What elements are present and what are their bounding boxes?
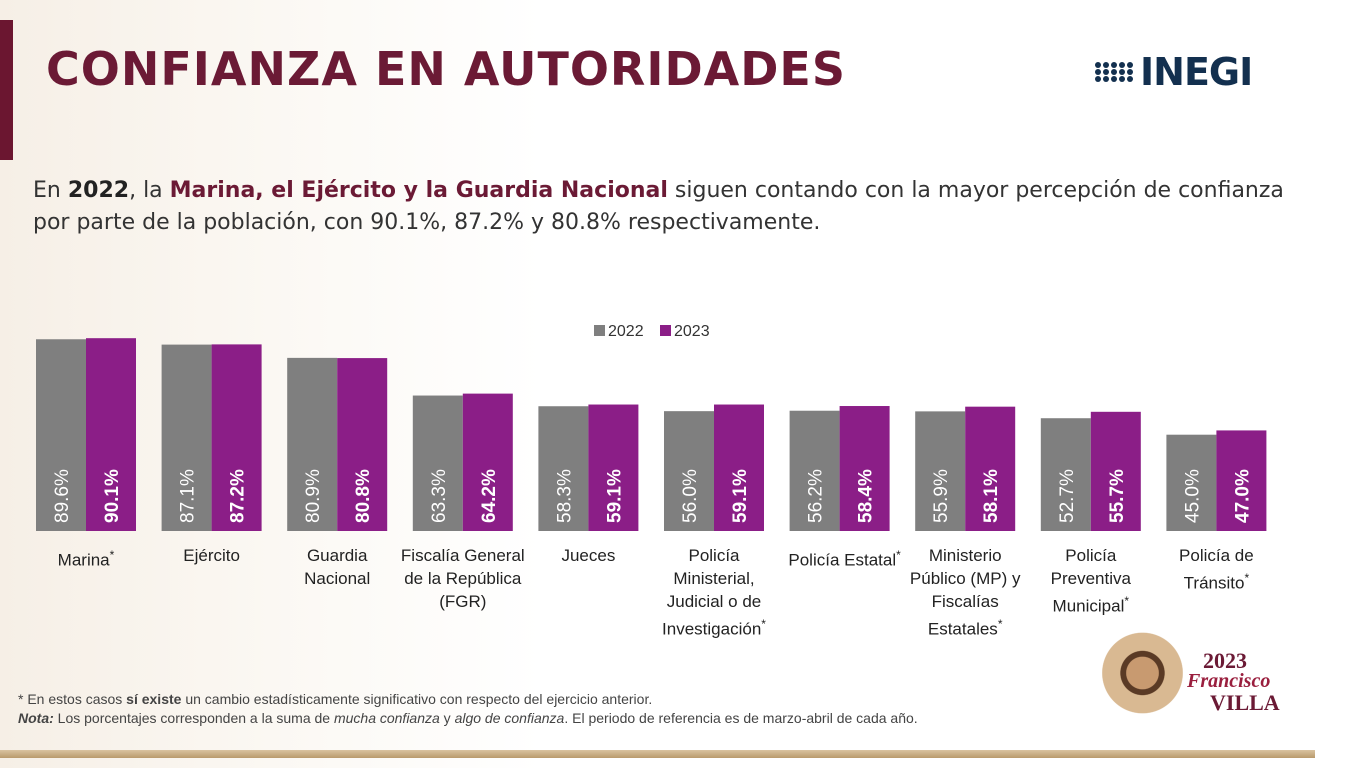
footnote-note: Nota: Los porcentajes corresponden a la … <box>18 709 1058 728</box>
bar-2022-3 <box>412 395 463 531</box>
category-label: Policía Preventiva Municipal* <box>1050 546 1131 616</box>
note-text: . El periodo de referencia es de marzo-a… <box>564 710 918 726</box>
data-label-2023-9: 47.0% <box>1232 469 1253 523</box>
category-label: Fiscalía General de la República (FGR) <box>400 546 525 611</box>
data-label-2022-1: 87.1% <box>178 469 199 523</box>
bar-2023-6 <box>839 406 890 531</box>
category-label: Policía Estatal* <box>788 548 901 570</box>
data-label-2023-1: 87.2% <box>228 469 249 523</box>
footnote-significance: * En estos casos sí existe un cambio est… <box>18 690 1058 709</box>
data-label-2023-8: 55.7% <box>1107 469 1128 523</box>
data-label-2023-4: 59.1% <box>604 469 625 523</box>
note-text: Los porcentajes corresponden a la suma d… <box>53 710 334 726</box>
category-label: Jueces <box>561 546 616 565</box>
legend-swatch-2022 <box>594 325 605 336</box>
data-label-2023-0: 90.1% <box>102 469 123 523</box>
bar-2023-2 <box>337 358 388 531</box>
note-italic: algo de confianza <box>454 710 565 726</box>
category-label: Ministerio Público (MP) y Fiscalías Esta… <box>909 546 1021 639</box>
footnote-text: un cambio estadísticamente significativo… <box>181 691 653 707</box>
inegi-logo: INEGI <box>1095 50 1253 94</box>
bar-2023-1 <box>211 344 262 531</box>
subtitle-text: , la <box>129 178 170 203</box>
bar-2022-1 <box>161 344 212 531</box>
bar-2023-4 <box>588 404 639 531</box>
subtitle-year: 2022 <box>67 178 130 203</box>
bar-2022-6 <box>789 410 840 531</box>
footnote-bold: sí existe <box>126 691 182 707</box>
bar-2022-4 <box>538 406 589 531</box>
subtitle-highlight: Marina, el Ejército y la Guardia Naciona… <box>169 178 668 203</box>
note-italic: mucha confianza <box>333 710 440 726</box>
data-label-2022-4: 58.3% <box>554 469 575 523</box>
bar-2022-0 <box>36 339 86 531</box>
data-label-2022-6: 56.2% <box>806 469 827 523</box>
legend-label-2023: 2023 <box>674 323 710 340</box>
data-label-2023-3: 64.2% <box>479 469 500 523</box>
logo-dots-icon <box>1095 62 1134 82</box>
data-label-2022-5: 56.0% <box>680 469 701 523</box>
subtitle-text: En <box>33 178 68 203</box>
data-label-2023-5: 59.1% <box>730 469 751 523</box>
page-title: CONFIANZA EN AUTORIDADES <box>46 42 846 96</box>
badge-year: 2023 <box>1203 648 1247 673</box>
villa-portrait-icon <box>1095 628 1190 728</box>
bar-2022-9 <box>1166 434 1217 531</box>
bar-2022-7 <box>915 411 966 531</box>
category-label: Policía Ministerial, Judicial o de Inves… <box>662 546 766 639</box>
data-label-2023-6: 58.4% <box>856 469 877 523</box>
legend-label-2022: 2022 <box>608 323 644 340</box>
data-label-2022-0: 89.6% <box>52 469 73 523</box>
logo-text: INEGI <box>1140 50 1253 94</box>
footnotes: * En estos casos sí existe un cambio est… <box>18 690 1058 728</box>
category-label: Marina* <box>57 548 115 570</box>
subtitle: En 2022, la Marina, el Ejército y la Gua… <box>33 175 1293 239</box>
data-label-2022-3: 63.3% <box>429 469 450 523</box>
note-text: y <box>439 710 455 726</box>
accent-bar <box>0 20 13 160</box>
bottom-bar <box>0 750 1315 758</box>
bar-2023-7 <box>965 406 1016 531</box>
bar-2023-8 <box>1090 411 1141 531</box>
bar-2022-5 <box>664 411 714 531</box>
badge-name: Francisco <box>1187 670 1271 692</box>
bar-2023-3 <box>462 393 513 531</box>
data-label-2023-7: 58.1% <box>981 469 1002 523</box>
note-label: Nota: <box>18 710 54 726</box>
data-label-2022-8: 52.7% <box>1057 469 1078 523</box>
bar-2023-5 <box>714 404 764 531</box>
bar-2022-2 <box>287 357 338 531</box>
francisco-villa-badge: 2023 Francisco VILLA <box>1085 628 1285 738</box>
bar-2022-8 <box>1040 418 1091 531</box>
data-label-2022-9: 45.0% <box>1182 469 1203 523</box>
subtitle-text: siguen contando con la mayor percepción … <box>33 178 1284 235</box>
category-label: Guardia Nacional <box>304 546 371 588</box>
category-label: Ejército <box>183 546 240 565</box>
bar-2023-0 <box>86 338 136 531</box>
legend-swatch-2023 <box>660 325 671 336</box>
badge-surname: VILLA <box>1210 690 1280 715</box>
data-label-2023-2: 80.8% <box>353 469 374 523</box>
data-label-2022-2: 80.9% <box>303 469 324 523</box>
data-label-2022-7: 55.9% <box>931 469 952 523</box>
category-label: Policía de Tránsito* <box>1179 546 1254 593</box>
bar-2023-9 <box>1216 430 1267 531</box>
footnote-text: * En estos casos <box>18 691 127 707</box>
